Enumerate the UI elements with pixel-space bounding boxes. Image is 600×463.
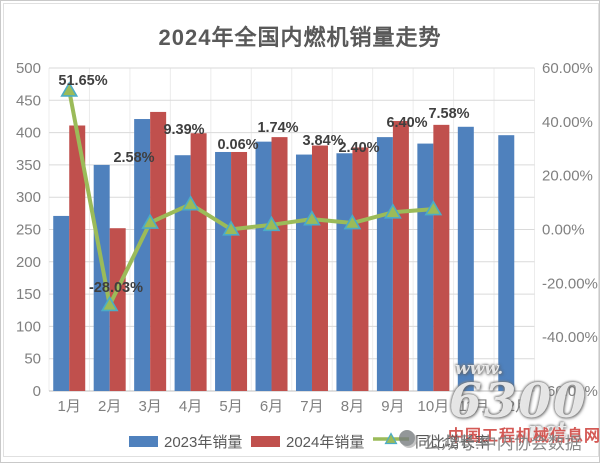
bar-2023 xyxy=(174,155,191,391)
growth-data-label: 3.84% xyxy=(302,133,343,149)
x-axis-label: 4月 xyxy=(179,398,202,415)
growth-data-label: 1.74% xyxy=(257,120,298,136)
left-axis-tick: 500 xyxy=(16,60,41,77)
plot-area: 51.65% -28.03% 2.58% 9.39% 0.06%1.74%3.84%2.… xyxy=(16,60,598,415)
left-axis-tick: 50 xyxy=(24,351,41,368)
growth-data-label: -28.03% xyxy=(89,280,143,296)
legend-item-2024: 2024年销量 xyxy=(251,432,365,451)
bar-2024 xyxy=(69,125,86,391)
right-axis-tick: 20.00% xyxy=(542,168,593,185)
bar-2024 xyxy=(231,151,248,391)
left-axis-tick: 150 xyxy=(16,286,41,303)
growth-marker xyxy=(303,210,321,226)
left-axis-tick: 250 xyxy=(16,222,41,239)
growth-line xyxy=(67,88,436,307)
growth-marker xyxy=(343,213,362,230)
growth-marker xyxy=(424,199,443,216)
bar-2023 xyxy=(336,153,353,391)
growth-marker xyxy=(262,215,281,232)
growth-marker xyxy=(222,220,240,236)
legend-item-growth: 同比增长率 xyxy=(373,431,491,451)
growth-marker xyxy=(100,295,119,312)
bar-2024 xyxy=(433,124,450,392)
left-axis-tick: 200 xyxy=(16,254,41,271)
bar-2023 xyxy=(417,143,434,391)
growth-marker xyxy=(141,213,160,229)
bar-2023 xyxy=(498,135,515,391)
legend-swatch-2024 xyxy=(251,435,280,447)
x-axis-label: 12月 xyxy=(498,398,530,415)
growth-marker xyxy=(384,203,402,219)
bar-2024 xyxy=(109,228,126,391)
left-axis-tick: 300 xyxy=(16,189,41,206)
x-axis-label: 5月 xyxy=(219,398,242,415)
chart-title: 2024年全国内燃机销量走势 xyxy=(158,25,442,50)
right-axis-tick: -40.00% xyxy=(542,329,598,346)
legend-label-2024: 2024年销量 xyxy=(286,433,365,451)
x-axis-label: 6月 xyxy=(260,398,283,415)
right-axis-tick: 60.00% xyxy=(542,60,593,77)
bar-2023 xyxy=(53,215,70,391)
growth-data-label: 7.58% xyxy=(428,106,469,122)
growth-marker xyxy=(60,81,79,97)
x-axis-label: 7月 xyxy=(300,398,323,415)
x-axis-label: 11月 xyxy=(459,398,490,415)
left-axis-tick: 350 xyxy=(16,157,41,174)
legend-swatch-2023 xyxy=(129,435,158,447)
x-axis-label: 10月 xyxy=(418,398,450,415)
legend-label-2023: 2023年销量 xyxy=(164,433,243,451)
left-axis-tick: 0 xyxy=(33,383,41,400)
growth-data-label: 51.65% xyxy=(58,73,107,89)
growth-data-label: 9.39% xyxy=(163,122,204,138)
legend-item-2023: 2023年销量 xyxy=(129,432,243,451)
growth-data-label: 0.06% xyxy=(217,137,258,153)
x-axis-label: 1月 xyxy=(58,398,81,415)
bar-2024 xyxy=(311,145,328,391)
right-axis-tick: -60.00% xyxy=(542,383,598,400)
bar-2023 xyxy=(255,141,272,391)
growth-data-label: 2.40% xyxy=(338,140,379,156)
bar-2024 xyxy=(150,111,167,391)
x-axis-label: 3月 xyxy=(138,398,161,415)
growth-marker xyxy=(181,195,200,211)
bar-2024 xyxy=(271,137,288,391)
watermark-gray-icon xyxy=(399,430,415,446)
legend-label-growth: 同比增长率 xyxy=(415,433,491,451)
growth-data-label: 6.40% xyxy=(386,115,427,131)
x-axis-label: 8月 xyxy=(341,398,364,415)
bar-2024 xyxy=(190,133,207,391)
right-axis-tick: -20.00% xyxy=(542,275,598,292)
bar-2023 xyxy=(376,137,393,391)
bar-2023 xyxy=(134,119,151,391)
left-axis-tick: 450 xyxy=(16,92,41,109)
growth-data-label: 2.58% xyxy=(113,150,154,166)
bar-2023 xyxy=(215,151,232,391)
left-axis-tick: 400 xyxy=(16,125,41,142)
bar-2024 xyxy=(352,147,369,391)
right-axis-tick: 40.00% xyxy=(542,114,593,131)
x-axis-label: 2月 xyxy=(98,398,121,415)
x-axis-label: 9月 xyxy=(381,398,404,415)
bar-2024 xyxy=(392,120,409,392)
bar-2023 xyxy=(93,164,110,391)
right-axis-tick: 0.00% xyxy=(542,222,585,239)
left-axis-tick: 100 xyxy=(16,318,41,335)
bar-2023 xyxy=(295,154,312,391)
bar-2023 xyxy=(457,126,474,391)
